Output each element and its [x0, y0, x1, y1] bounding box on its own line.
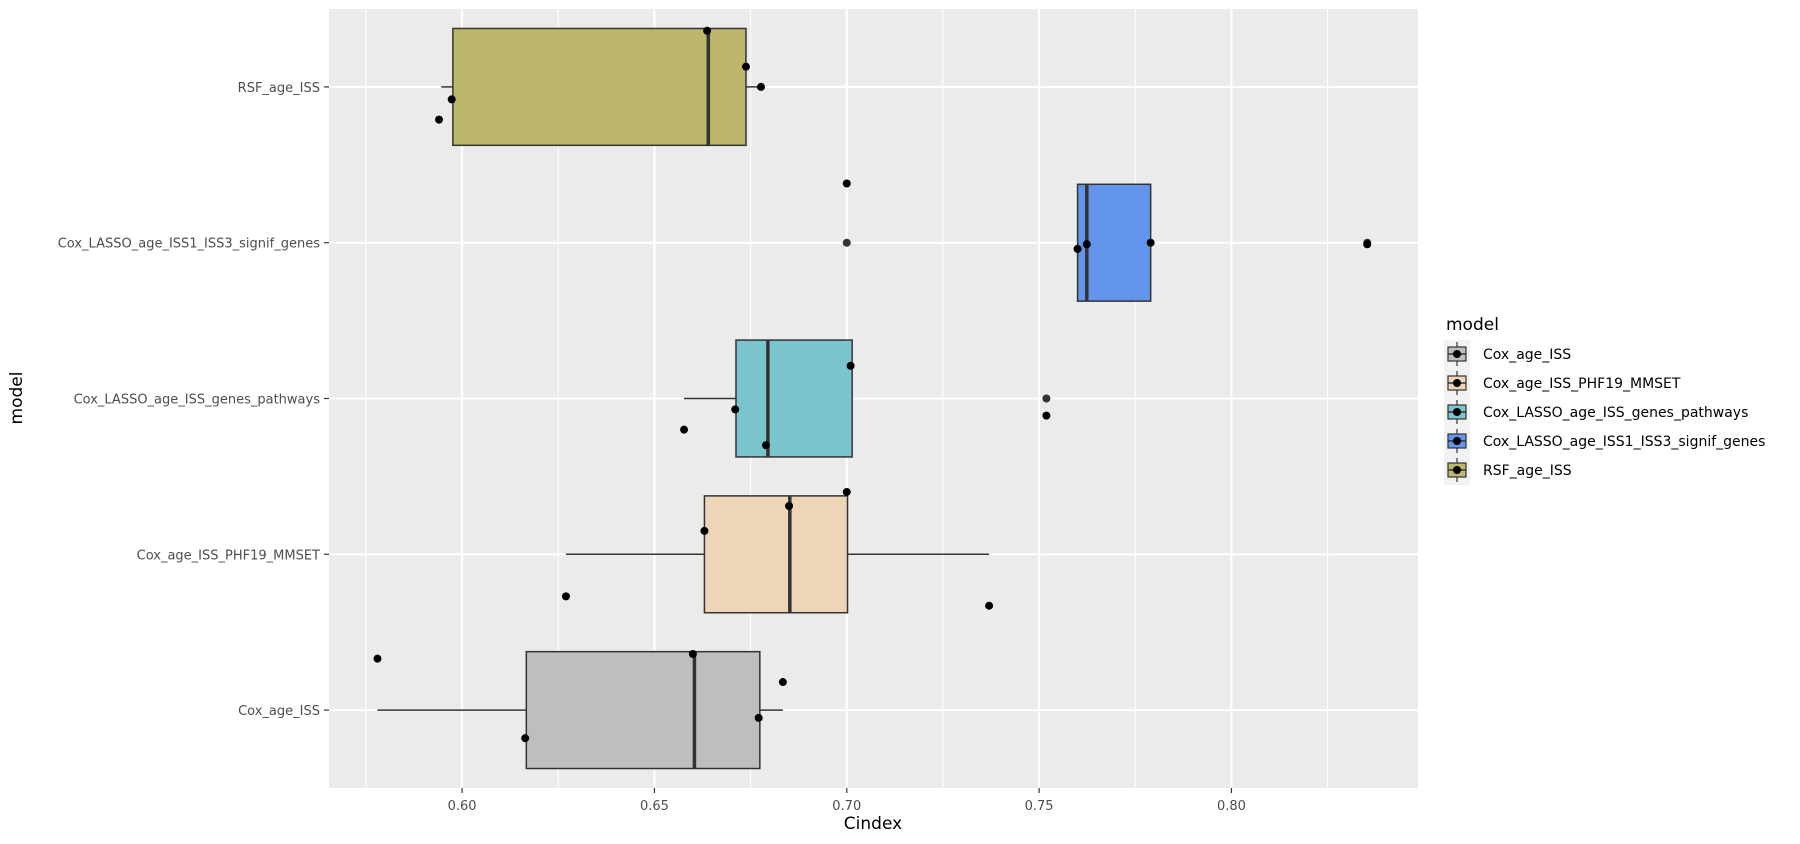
- legend-key-point: [1453, 466, 1461, 474]
- legend-item: Cox_age_ISS: [1447, 342, 1571, 366]
- data-point: [1073, 244, 1082, 253]
- box-Cox_age_ISS_PHF19_MMSET: [565, 495, 990, 614]
- data-point: [1042, 411, 1051, 420]
- y-axis-title: model: [7, 372, 27, 425]
- data-point: [447, 95, 456, 104]
- box-Cox_age_ISS: [377, 650, 783, 770]
- outlier-point: [842, 238, 851, 247]
- data-point: [985, 601, 994, 610]
- data-point: [842, 179, 851, 188]
- legend-label: RSF_age_ISS: [1483, 463, 1572, 479]
- legend: model Cox_age_ISS Cox_age_ISS_PHF19_MMSET…: [1444, 315, 1765, 485]
- data-point: [1363, 240, 1372, 249]
- data-point: [703, 26, 712, 35]
- legend-item: Cox_LASSO_age_ISS_genes_pathways: [1447, 400, 1748, 424]
- legend-item: Cox_LASSO_age_ISS1_ISS3_signif_genes: [1447, 429, 1765, 453]
- data-point: [846, 361, 855, 370]
- box-Cox_LASSO_age_ISS_genes_pathways: [684, 339, 1051, 458]
- data-point: [754, 713, 763, 722]
- x-tick-label: 0.65: [640, 799, 669, 814]
- legend-key-point: [1453, 408, 1461, 416]
- outlier-point: [1042, 394, 1051, 403]
- y-tick-label: Cox_age_ISS_PHF19_MMSET: [137, 548, 320, 563]
- jitter-points: [373, 26, 1372, 743]
- legend-label: Cox_LASSO_age_ISS_genes_pathways: [1483, 405, 1748, 421]
- data-point: [785, 502, 794, 511]
- data-point: [741, 62, 750, 71]
- x-tick-label: 0.60: [448, 799, 477, 814]
- boxes: [377, 27, 1372, 770]
- legend-label: Cox_age_ISS_PHF19_MMSET: [1483, 376, 1681, 392]
- legend-key-point: [1453, 379, 1461, 387]
- x-tick-label: 0.70: [832, 799, 861, 814]
- y-axis: Cox_age_ISS Cox_age_ISS_PHF19_MMSET Cox_LA…: [58, 81, 329, 719]
- x-tick-label: 0.75: [1025, 799, 1054, 814]
- data-point: [561, 592, 570, 601]
- legend-key-point: [1453, 437, 1461, 445]
- box-RSF_age_ISS: [441, 27, 762, 147]
- data-point: [731, 405, 740, 414]
- data-point: [521, 734, 530, 743]
- data-point: [761, 441, 770, 450]
- legend-label: Cox_age_ISS: [1483, 347, 1571, 363]
- box-iqr: [735, 339, 853, 458]
- legend-item: RSF_age_ISS: [1447, 458, 1572, 482]
- x-tick-label: 0.80: [1217, 799, 1246, 814]
- box-iqr: [703, 495, 849, 614]
- legend-key-point: [1453, 350, 1461, 358]
- y-tick-label: RSF_age_ISS: [238, 81, 320, 96]
- y-tick-label: Cox_LASSO_age_ISS1_ISS3_signif_genes: [58, 237, 320, 252]
- data-point: [435, 115, 444, 124]
- box-iqr: [525, 650, 761, 770]
- data-point: [680, 425, 689, 434]
- data-point: [778, 678, 787, 687]
- y-tick-label: Cox_age_ISS: [238, 704, 320, 719]
- x-axis-title: Cindex: [844, 814, 902, 834]
- data-point: [1146, 238, 1155, 247]
- data-point: [1082, 240, 1091, 249]
- box-iqr: [452, 27, 747, 147]
- data-point: [842, 487, 851, 496]
- legend-title: model: [1446, 315, 1499, 335]
- data-point: [688, 650, 697, 659]
- x-axis: 0.60 0.65 0.70 0.75 0.80: [448, 788, 1246, 814]
- data-point: [756, 82, 765, 91]
- data-point: [373, 654, 382, 663]
- data-point: [700, 526, 709, 535]
- y-tick-label: Cox_LASSO_age_ISS_genes_pathways: [74, 393, 321, 408]
- legend-label: Cox_LASSO_age_ISS1_ISS3_signif_genes: [1483, 434, 1765, 450]
- legend-item: Cox_age_ISS_PHF19_MMSET: [1447, 371, 1681, 395]
